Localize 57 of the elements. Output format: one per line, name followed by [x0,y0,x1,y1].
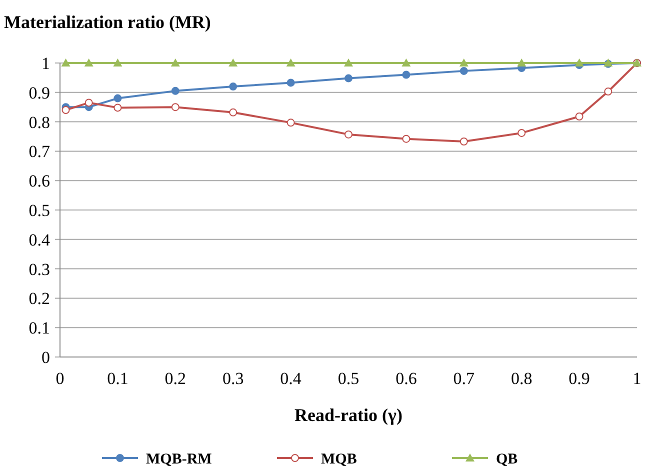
y-tick-label: 0.6 [28,172,50,191]
point [171,103,180,112]
point [459,58,468,66]
point [229,108,238,116]
y-tick-label: 1 [42,54,50,73]
y-tick-label: 0.5 [28,200,50,220]
point [113,58,122,66]
y-tick-label: 0.2 [28,289,50,308]
y-tick-label: 0.8 [28,112,50,132]
point [402,58,411,66]
point [460,66,468,75]
x-tick-label: 0 [56,369,64,388]
point [286,78,295,87]
point [228,58,238,66]
y-tick-label: 0.4 [28,230,50,250]
point [574,58,584,66]
point [344,58,353,66]
x-tick-label: 0.5 [338,369,360,388]
point [62,106,70,114]
legend-label: MQB [321,451,357,468]
point [84,98,93,107]
x-tick-label: 0.4 [280,369,302,388]
x-tick-label: 0.2 [164,369,186,388]
point [229,82,238,91]
y-tick-label: 0.3 [28,260,50,279]
point [575,112,584,121]
y-tick-label: 0.9 [28,83,50,102]
x-tick-label: 0.7 [453,369,476,388]
x-axis-title: Read-ratio (γ) [294,405,402,425]
x-tick-label: 0.1 [107,369,128,388]
point [344,130,352,138]
point [604,88,612,96]
point [460,138,468,146]
y-tick-label: 0.1 [28,318,50,338]
point [171,86,180,95]
point [402,134,410,143]
point [61,58,70,66]
point [286,58,296,66]
y-tick-label: 0.7 [28,142,50,162]
chart-title: Materialization ratio (MR) [4,12,211,32]
x-tick-label: 0.6 [396,369,417,388]
x-tick-label: 0.8 [510,369,532,388]
point [114,94,122,102]
point [170,58,180,66]
point [402,70,410,79]
legend-label: MQB-RM [146,451,212,468]
point [518,128,526,137]
point [517,58,526,66]
point [344,74,352,82]
y-tick-label: 0 [42,348,50,367]
x-tick-label: 0.9 [568,369,590,388]
point [114,104,122,112]
x-tick-label: 0.3 [222,369,244,388]
point [286,118,295,127]
x-tick-label: 1 [632,369,642,388]
point [84,58,94,66]
legend-label: QB [496,451,518,468]
